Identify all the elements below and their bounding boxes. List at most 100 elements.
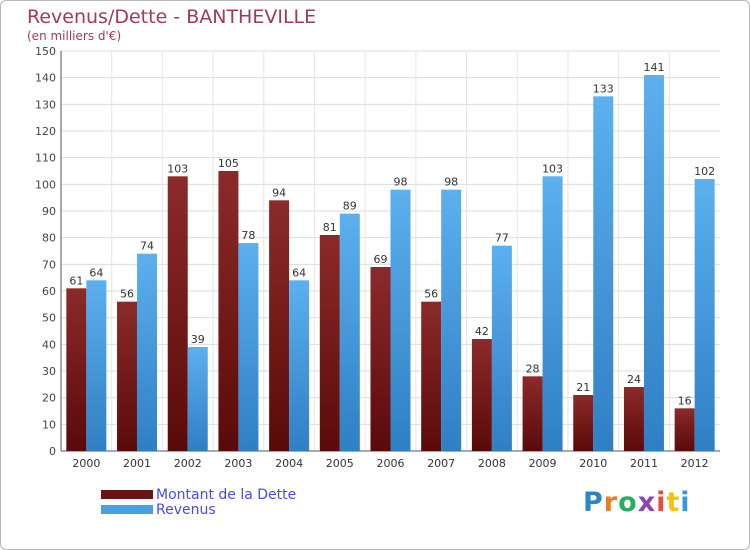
bar-debt <box>66 288 87 451</box>
legend-item-revenus: Revenus <box>101 503 296 518</box>
logo-letter: i <box>680 487 691 518</box>
bar-revenus <box>491 245 512 451</box>
x-tick-label: 2008 <box>478 457 506 470</box>
y-tick-label: 70 <box>42 258 56 271</box>
data-label-revenus: 133 <box>593 82 614 95</box>
y-tick-label: 140 <box>35 72 56 85</box>
logo-letter: x <box>637 487 657 518</box>
bar-revenus <box>238 243 259 451</box>
y-tick-label: 110 <box>35 152 56 165</box>
bar-revenus <box>542 176 563 452</box>
bar-revenus <box>593 96 614 451</box>
data-label-debt: 16 <box>678 394 692 407</box>
x-tick-label: 2006 <box>377 457 405 470</box>
x-tick-label: 2005 <box>326 457 354 470</box>
legend-swatch-debt <box>101 490 153 499</box>
bar-debt <box>319 235 340 451</box>
bar-revenus <box>289 280 310 451</box>
y-tick-label: 50 <box>42 312 56 325</box>
chart-subtitle: (en milliers d'€) <box>27 29 122 43</box>
data-label-revenus: 141 <box>643 61 664 74</box>
data-label-debt: 56 <box>424 288 438 301</box>
bar-debt <box>573 395 594 451</box>
bar-revenus <box>187 347 208 451</box>
y-tick-label: 20 <box>42 392 56 405</box>
bar-debt <box>522 376 543 451</box>
logo-letter: t <box>666 487 681 518</box>
data-label-debt: 94 <box>272 186 286 199</box>
data-label-debt: 81 <box>323 221 337 234</box>
legend-item-debt: Montant de la Dette <box>101 488 296 503</box>
data-labels: 61 64 56 74 103 39 105 78 94 64 81 89 69 98 56 98 42 77 28… <box>69 61 715 407</box>
bar-revenus <box>694 179 715 451</box>
data-label-revenus: 64 <box>292 266 306 279</box>
bars <box>66 75 715 452</box>
data-label-debt: 21 <box>576 381 590 394</box>
bar-revenus <box>339 213 360 451</box>
y-tick-label: 40 <box>42 338 56 351</box>
legend: Montant de la Dette Revenus <box>101 488 296 518</box>
bar-debt <box>218 171 239 451</box>
data-label-revenus: 64 <box>89 266 103 279</box>
data-label-debt: 61 <box>69 274 83 287</box>
data-label-debt: 24 <box>627 373 641 386</box>
bar-debt <box>370 267 391 451</box>
x-tick-label: 2002 <box>174 457 202 470</box>
x-tick-label: 2011 <box>630 457 658 470</box>
axes: 0 10 20 30 40 50 60 70 80 90 100 110 120 130 140 150 200… <box>35 45 720 470</box>
bar-debt <box>167 176 188 452</box>
bar-debt <box>674 408 695 451</box>
logo-letter: P <box>583 487 604 518</box>
legend-label-revenus: Revenus <box>156 502 216 518</box>
legend-label-debt: Montant de la Dette <box>156 487 297 503</box>
data-label-revenus: 78 <box>241 229 255 242</box>
bar-revenus <box>643 75 664 451</box>
data-label-revenus: 74 <box>140 240 154 253</box>
bar-debt <box>269 200 290 451</box>
chart-title: Revenus/Dette - BANTHEVILLE <box>27 6 317 28</box>
y-tick-label: 90 <box>42 205 56 218</box>
data-label-revenus: 77 <box>495 232 509 245</box>
x-tick-label: 2003 <box>224 457 252 470</box>
data-label-debt: 105 <box>218 157 239 170</box>
x-tick-label: 2007 <box>427 457 455 470</box>
logo-letter: r <box>603 487 619 518</box>
bar-revenus <box>390 189 411 451</box>
legend-swatch-revenus <box>101 505 153 514</box>
y-tick-label: 130 <box>35 98 56 111</box>
x-tick-label: 2004 <box>275 457 303 470</box>
data-label-debt: 42 <box>475 325 489 338</box>
bar-debt <box>117 301 138 451</box>
data-label-revenus: 103 <box>542 162 563 175</box>
data-label-debt: 103 <box>167 162 188 175</box>
data-label-revenus: 98 <box>394 176 408 189</box>
x-tick-label: 2000 <box>72 457 100 470</box>
data-label-revenus: 89 <box>343 200 357 213</box>
data-label-revenus: 39 <box>191 333 205 346</box>
logo-letter: i <box>656 487 667 518</box>
y-tick-label: 100 <box>35 178 56 191</box>
bar-debt <box>471 339 492 451</box>
y-tick-label: 0 <box>49 445 56 458</box>
y-tick-label: 80 <box>42 232 56 245</box>
y-tick-label: 60 <box>42 285 56 298</box>
bar-revenus <box>441 189 462 451</box>
logo-letter: o <box>618 487 638 518</box>
y-tick-label: 120 <box>35 125 56 138</box>
data-label-debt: 56 <box>120 288 134 301</box>
bar-revenus <box>86 280 107 451</box>
data-label-debt: 28 <box>526 362 540 375</box>
x-tick-label: 2009 <box>529 457 557 470</box>
proxiti-logo: Proxiti <box>583 487 691 518</box>
y-tick-label: 10 <box>42 418 56 431</box>
bar-revenus <box>137 253 158 451</box>
x-tick-label: 2012 <box>681 457 709 470</box>
y-tick-label: 30 <box>42 365 56 378</box>
data-label-debt: 69 <box>374 253 388 266</box>
bar-debt <box>623 387 644 451</box>
x-tick-label: 2001 <box>123 457 151 470</box>
bar-debt <box>421 301 442 451</box>
y-tick-label: 150 <box>35 45 56 58</box>
